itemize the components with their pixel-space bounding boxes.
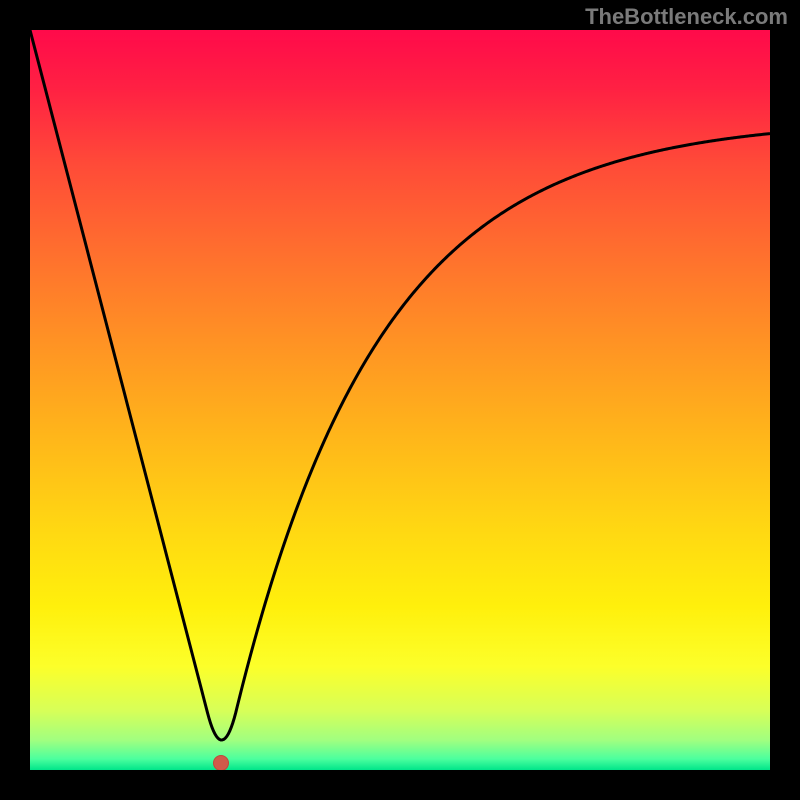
watermark-text: TheBottleneck.com [585, 4, 788, 30]
plot-area [30, 30, 770, 770]
bottleneck-curve [30, 30, 770, 740]
chart-container: TheBottleneck.com [0, 0, 800, 800]
curve-layer [30, 30, 770, 770]
min-point-marker [213, 755, 229, 770]
